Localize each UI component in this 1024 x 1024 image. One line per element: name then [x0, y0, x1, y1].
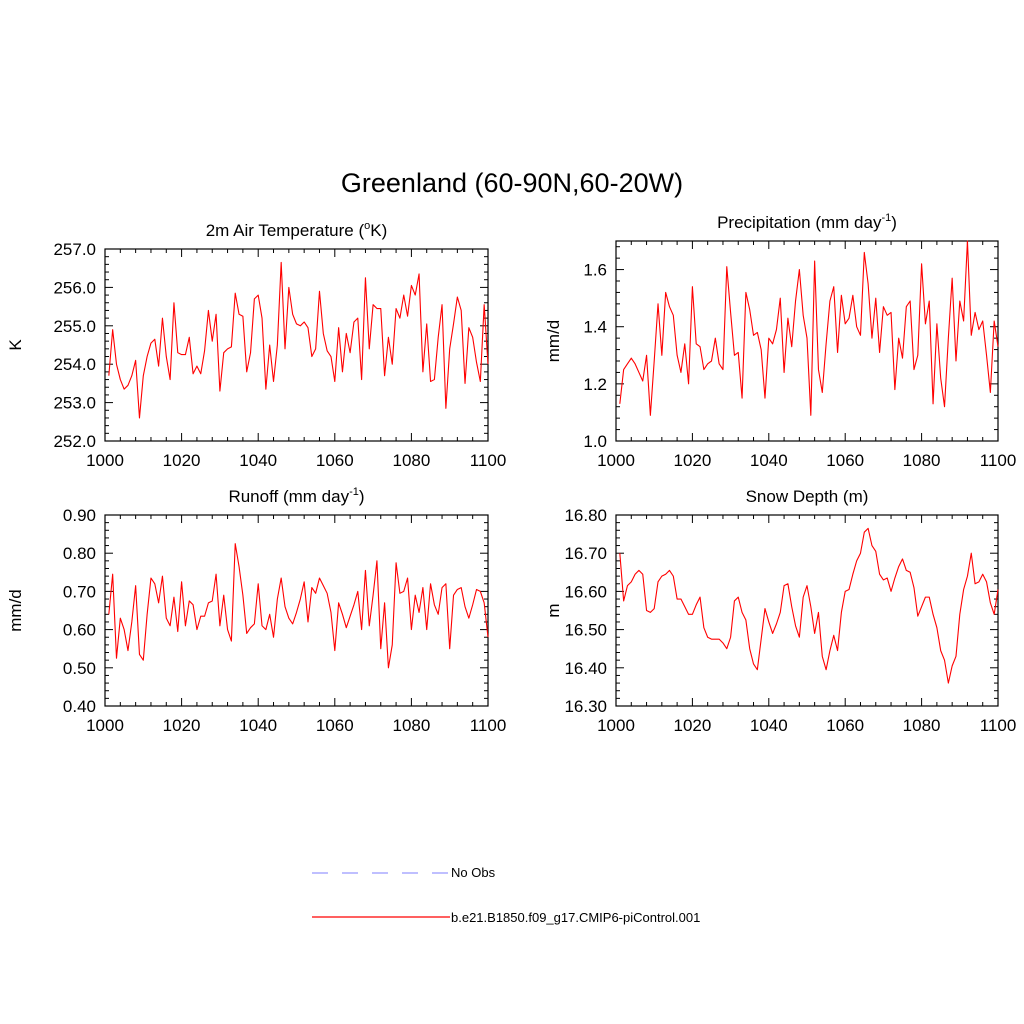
y-tick-label: 1.2	[583, 375, 607, 394]
series-line-air-temperature	[108, 261, 489, 419]
x-tick-label: 1080	[903, 451, 941, 470]
x-tick-label: 1040	[750, 451, 788, 470]
y-tick-label: 1.6	[583, 261, 607, 280]
x-tick-label: 1080	[392, 716, 430, 735]
panel-precipitation: 1000 1020 1040 1060 1080 1100 1.0 1.2 1.4 1.6 mm/d…	[544, 212, 1016, 470]
x-tick-label: 1100	[980, 451, 1017, 470]
series-line-precipitation	[619, 240, 999, 416]
y-tick-label: 16.70	[564, 544, 607, 563]
x-tick-label: 1080	[392, 451, 430, 470]
y-tick-label: 1.4	[583, 318, 607, 337]
y-axis-label: mm/d	[544, 320, 563, 363]
y-tick-label: 0.40	[63, 697, 96, 716]
x-tick-label: 1100	[980, 716, 1017, 735]
panel-title: 2m Air Temperature (oK)	[206, 220, 388, 240]
x-tick-label: 1100	[470, 716, 507, 735]
plot-frame	[615, 240, 999, 442]
y-tick-label: 254.0	[53, 355, 96, 374]
x-tick-label: 1020	[163, 716, 201, 735]
legend-model-line	[312, 916, 450, 918]
plot-frame	[615, 514, 999, 707]
series-line-snow-depth	[619, 527, 999, 684]
y-tick-label: 0.80	[63, 544, 96, 563]
x-tick-label: 1060	[826, 716, 864, 735]
y-axis-label: mm/d	[6, 589, 25, 632]
y-tick-label: 16.80	[564, 506, 607, 525]
panel-title: Precipitation (mm day-1)	[717, 212, 897, 232]
x-tick-label: 1040	[239, 451, 277, 470]
x-tick-label: 1000	[86, 716, 124, 735]
y-tick-label: 0.60	[63, 621, 96, 640]
panel-title: Snow Depth (m)	[746, 487, 869, 506]
plot-frame	[104, 248, 489, 442]
series-line-runoff	[108, 543, 489, 669]
panel-runoff: 1000 1020 1040 1060 1080 1100 0.40 0.50 0.60 0.70…	[6, 486, 506, 735]
x-tick-label: 1000	[597, 716, 635, 735]
legend-obs-line	[312, 872, 450, 874]
y-tick-label: 253.0	[53, 394, 96, 413]
figure-title: Greenland (60-90N,60-20W)	[340, 168, 684, 198]
y-tick-label: 257.0	[53, 240, 96, 259]
y-tick-label: 16.60	[564, 582, 607, 601]
x-tick-label: 1020	[673, 716, 711, 735]
y-tick-label: 16.40	[564, 659, 607, 678]
y-tick-label: 1.0	[583, 432, 607, 451]
legend-obs-label: No Obs	[451, 865, 496, 880]
plot-frame	[104, 514, 489, 707]
x-tick-label: 1000	[86, 451, 124, 470]
y-tick-label: 255.0	[53, 317, 96, 336]
y-axis-label: K	[6, 339, 25, 351]
y-tick-label: 16.30	[564, 697, 607, 716]
x-tick-label: 1060	[826, 451, 864, 470]
x-tick-label: 1020	[163, 451, 201, 470]
x-tick-label: 1060	[316, 716, 354, 735]
y-tick-label: 256.0	[53, 278, 96, 297]
x-tick-label: 1040	[239, 716, 277, 735]
x-tick-label: 1020	[673, 451, 711, 470]
legend-model-label: b.e21.B1850.f09_g17.CMIP6-piControl.001	[451, 910, 701, 925]
panel-air-temperature: 1000 1020 1040 1060 1080 1100 252.0 253.0 254.0 2…	[6, 220, 506, 470]
x-tick-label: 1080	[903, 716, 941, 735]
y-tick-label: 0.50	[63, 659, 96, 678]
y-tick-label: 0.70	[63, 582, 96, 601]
x-tick-label: 1060	[316, 451, 354, 470]
panel-snow-depth: 1000 1020 1040 1060 1080 1100 16.30 16.40 16.50 1…	[544, 487, 1016, 735]
y-axis-label: m	[544, 603, 563, 617]
y-tick-label: 16.50	[564, 621, 607, 640]
x-tick-label: 1100	[470, 451, 507, 470]
x-tick-label: 1000	[597, 451, 635, 470]
panel-title: Runoff (mm day-1)	[228, 486, 364, 506]
y-tick-label: 0.90	[63, 506, 96, 525]
x-tick-label: 1040	[750, 716, 788, 735]
y-tick-label: 252.0	[53, 432, 96, 451]
